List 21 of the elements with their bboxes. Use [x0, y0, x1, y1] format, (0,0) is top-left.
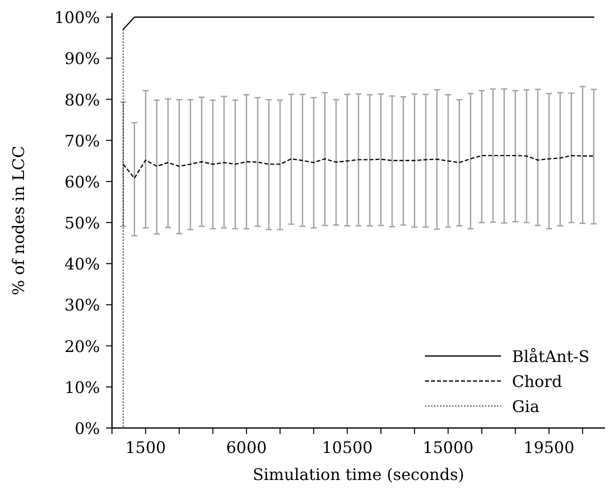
x-axis-title: Simulation time (seconds): [252, 465, 464, 484]
y-tick-label: 0%: [74, 419, 100, 438]
x-tick-label: 15000: [422, 438, 474, 457]
x-tick-label: 19500: [524, 438, 574, 457]
y-tick-label: 50%: [64, 214, 100, 233]
legend-label: Chord: [512, 372, 562, 391]
y-tick-label: 30%: [64, 296, 100, 315]
y-tick-label: 80%: [64, 90, 100, 110]
y-tick-label: 90%: [64, 49, 100, 68]
y-tick-label: 10%: [64, 378, 100, 397]
y-axis-title: % of nodes in LCC: [9, 146, 28, 296]
legend-label: Gia: [512, 397, 540, 416]
y-tick-label: 100%: [54, 8, 100, 28]
y-tick-label: 70%: [64, 131, 100, 150]
x-tick-label: 6000: [226, 438, 267, 457]
y-tick-label: 40%: [64, 254, 100, 274]
y-tick-label: 20%: [64, 336, 100, 356]
x-tick-label: 1500: [125, 438, 166, 457]
x-tick-label: 10500: [322, 438, 373, 457]
y-tick-label: 60%: [64, 172, 100, 192]
legend-label: BlåtAnt-S: [512, 347, 590, 366]
